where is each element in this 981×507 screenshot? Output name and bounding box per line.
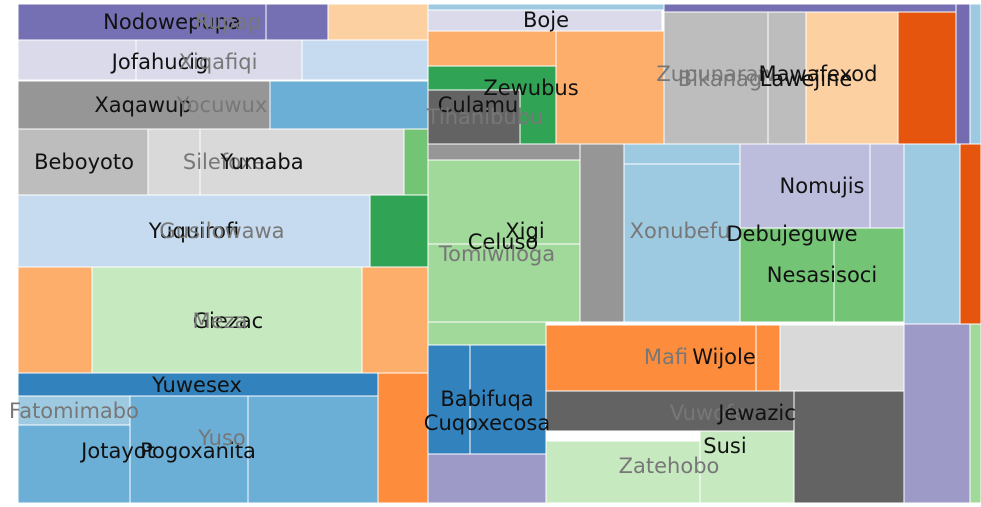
treemap-label-rupap: Rupap	[195, 10, 262, 34]
treemap-labels: NodowepupaRupapJofahucigXiqafiqiXaqawupY…	[9, 8, 877, 478]
treemap-cell-background	[361, 266, 429, 374]
treemap-label-yuwesex: Yuwesex	[151, 373, 242, 397]
treemap-cell-background	[897, 11, 957, 145]
treemap-cell-yuquirofi[interactable]	[17, 194, 371, 268]
treemap-cell-boje[interactable]	[427, 9, 663, 32]
treemap-label-yumaba: Yumaba	[219, 150, 303, 174]
treemap-cell-background	[869, 143, 905, 229]
treemap-cell-zupunaraw[interactable]	[663, 11, 769, 145]
treemap-label-wijole: Wijole	[692, 345, 756, 369]
treemap-cell-background	[623, 143, 741, 165]
treemap-cell-susi[interactable]	[699, 430, 795, 504]
treemap-label-beboyoto: Beboyoto	[34, 150, 134, 174]
treemap-label-zupunaraw: Zupunaraw	[656, 62, 775, 86]
treemap-cell-background	[427, 143, 581, 161]
treemap-cell-rupap[interactable]	[265, 3, 329, 41]
treemap-cell-background	[427, 321, 547, 346]
treemap-cell-nodowepupa[interactable]	[17, 3, 267, 41]
treemap-cell-background	[427, 30, 557, 67]
treemap-cell-background	[555, 30, 665, 145]
treemap-cell-xaqawup[interactable]	[17, 80, 271, 130]
treemap-cell-babifuqa[interactable]	[427, 344, 471, 455]
treemap-cell-background	[579, 143, 625, 323]
treemap-cell-wijole[interactable]	[755, 324, 781, 392]
treemap-label-yuso: Yuso	[197, 426, 246, 450]
treemap-label-fatomimabo: Fatomimabo	[9, 399, 139, 423]
treemap-label-cuqoxecosa: Cuqoxecosa	[424, 411, 550, 435]
treemap-cell-jewazic[interactable]	[793, 390, 905, 504]
treemap-cell-cuqoxecosa[interactable]	[469, 344, 547, 455]
treemap-label-xigi: Xigi	[505, 219, 544, 243]
treemap-cell-background	[377, 372, 429, 504]
treemap-label-zewubus: Zewubus	[483, 76, 578, 100]
treemap-label-pogoxanita: Pogoxanita	[140, 439, 256, 463]
treemap-cell-jotayot[interactable]	[17, 424, 131, 504]
treemap-cell-background	[17, 266, 93, 374]
treemap-label-nomujis: Nomujis	[780, 174, 865, 198]
treemap-cell-xiqafiqi[interactable]	[135, 39, 303, 81]
treemap-label-jewazic: Jewazic	[716, 401, 796, 425]
treemap-cell-background	[903, 143, 961, 325]
treemap-label-xiqafiqi: Xiqafiqi	[179, 50, 258, 74]
treemap-cell-nesasisoci[interactable]	[833, 227, 905, 323]
treemap-cell-vuwofe[interactable]	[545, 390, 795, 432]
treemap-cell-nomujis[interactable]	[739, 143, 871, 229]
treemap-cell-background	[427, 453, 547, 504]
treemap-label-silefoxe: Silefoxe	[183, 150, 265, 174]
treemap-label-babifuqa: Babifuqa	[440, 387, 533, 411]
treemap-cell-mafi[interactable]	[545, 324, 757, 392]
treemap-label-bikanag: Bikanag	[678, 67, 762, 91]
treemap-cell-celuso[interactable]	[427, 243, 581, 323]
treemap-cell-xonubefu[interactable]	[623, 163, 741, 323]
treemap-cell-yumaba[interactable]	[199, 128, 405, 196]
treemap-cell-debujeguwe[interactable]	[739, 227, 835, 323]
treemap-label-culamu: Culamu	[438, 93, 518, 117]
treemap-cell-background	[969, 323, 981, 504]
treemap-cell-background	[767, 11, 807, 145]
treemap-label-giezac: Giezac	[193, 309, 263, 333]
treemap-cell-background	[663, 3, 957, 13]
treemap-cell-background	[779, 324, 905, 392]
treemap-label-jotayot: Jotayot	[79, 439, 155, 463]
treemap-label-jofahucig: Jofahucig	[110, 50, 209, 74]
treemap-label-celuso: Celuso	[468, 230, 539, 254]
treemap-cell-background	[327, 3, 429, 41]
treemap-cell-yuso[interactable]	[247, 395, 379, 504]
treemap-cell-background	[959, 143, 981, 325]
treemap-cells	[17, 3, 981, 504]
treemap-cell-culamu[interactable]	[427, 89, 521, 145]
treemap-label-susi: Susi	[703, 434, 746, 458]
treemap-label-tihanibubu: Tihanibubu	[426, 105, 544, 129]
treemap-cell-xigi[interactable]	[427, 159, 581, 245]
treemap-label-vuwofe: Vuwofe	[670, 401, 747, 425]
treemap-cell-background	[955, 3, 971, 145]
treemap-label-zatehobo: Zatehobo	[619, 454, 720, 478]
treemap-cell-background	[903, 323, 971, 504]
treemap-cell-background	[369, 194, 429, 268]
treemap-cell-beboyoto[interactable]	[17, 128, 149, 196]
treemap-label-xonubefu: Xonubefu	[630, 219, 731, 243]
treemap-cell-background	[403, 128, 429, 196]
treemap-label-gusilowawa: Gusilowawa	[159, 219, 284, 243]
treemap-label-yocuwux: Yocuwux	[176, 93, 268, 117]
treemap-label-mafi: Mafi	[644, 345, 688, 369]
treemap-label-meza: Meza	[193, 309, 248, 333]
treemap-label-boje: Boje	[523, 8, 569, 32]
treemap-cell-zatehobo[interactable]	[545, 440, 701, 504]
treemap-label-mawafexod: Mawafexod	[759, 62, 878, 86]
treemap-label-tomiwiloga: Tomiwiloga	[438, 242, 555, 266]
treemap-cell-background	[969, 3, 981, 145]
treemap-label-nesasisoci: Nesasisoci	[767, 263, 877, 287]
treemap-cell-background	[301, 39, 429, 81]
treemap-cell-pogoxanita[interactable]	[129, 395, 249, 504]
treemap-label-lawejine: Lawejine	[760, 67, 853, 91]
treemap-cell-giezac[interactable]	[91, 266, 363, 374]
treemap-label-xaqawup: Xaqawup	[94, 93, 191, 117]
treemap-cell-background	[269, 80, 429, 130]
treemap-label-debujeguwe: Debujeguwe	[726, 222, 857, 246]
treemap-label-yuquirofi: Yuquirofi	[148, 219, 239, 243]
treemap-label-nodowepupa: Nodowepupa	[103, 10, 241, 34]
